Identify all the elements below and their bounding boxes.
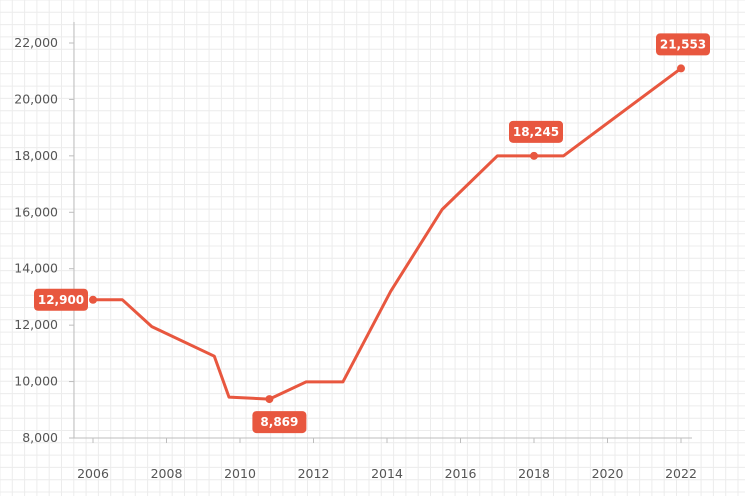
x-tick-label: 2018 [518,466,550,481]
data-label: 21,553 [656,33,710,56]
y-tick-label: 20,000 [14,91,58,106]
series [91,66,683,401]
data-label: 8,869 [252,411,307,434]
y-tick-label: 22,000 [14,35,58,50]
x-tick-label: 2016 [445,466,477,481]
y-tick-label: 16,000 [14,204,58,219]
y-tick-label: 18,000 [14,148,58,163]
data-label-badge [252,411,307,434]
y-tick-label: 8,000 [22,430,58,445]
axes: 8,000 10,000 12,000 14,000 16,000 18,000 20,00… [14,22,697,481]
x-tick-label: 2012 [298,466,330,481]
x-tick-label: 2006 [77,466,109,481]
data-label: 18,245 [509,120,563,143]
data-label-badge [509,120,563,143]
data-callouts: 12,900 8,869 18,245 21,553 [34,33,710,434]
x-tick-label: 2010 [224,466,256,481]
x-tick-label: 2008 [151,466,183,481]
data-label-text: 21,553 [660,37,706,51]
x-tick-label: 2014 [371,466,403,481]
data-label: 12,900 [34,288,88,311]
y-tick-label: 12,000 [14,317,58,332]
y-tick-label: 14,000 [14,261,58,276]
data-point-marker [265,395,274,404]
data-label-badge [34,288,88,311]
data-point-marker [89,295,97,304]
x-tick-label: 2020 [592,466,624,481]
data-label-text: 18,245 [513,125,559,139]
data-label-text: 8,869 [260,415,298,429]
series-line [91,66,683,401]
data-point-marker [530,151,538,160]
data-label-text: 12,900 [38,293,84,307]
data-label-badge [656,33,710,56]
y-tick-label: 10,000 [14,374,58,389]
data-point-marker [677,64,685,73]
x-tick-label: 2022 [665,466,697,481]
